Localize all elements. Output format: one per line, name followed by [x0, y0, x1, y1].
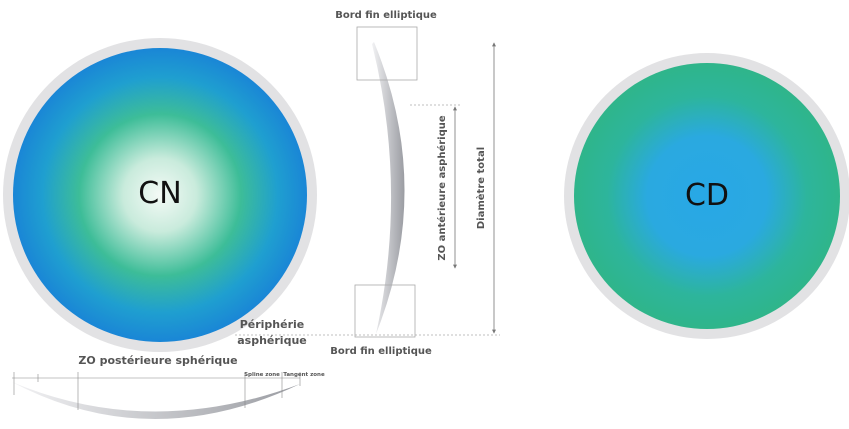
lens-profile: [372, 42, 405, 334]
label: ZO antérieure asphérique: [436, 115, 448, 261]
label: Bord fin elliptique: [335, 10, 437, 21]
lens-label: CD: [685, 178, 729, 213]
label: Diamètre total: [475, 147, 487, 229]
label: asphérique: [237, 334, 307, 347]
label: ZO postérieure sphérique: [78, 354, 237, 367]
label: Tangent zone: [283, 372, 325, 378]
label: Spline zone: [244, 372, 280, 378]
label: Périphérie: [240, 318, 305, 331]
lens-profile: [12, 382, 300, 420]
detail-box: [356, 26, 418, 81]
ticks: [13, 372, 301, 410]
label: Bord fin elliptique: [330, 346, 432, 357]
detail-box: [354, 284, 416, 338]
lens-cd: [574, 63, 840, 329]
lens-cn: [13, 48, 307, 342]
lens-label: CN: [138, 176, 181, 211]
